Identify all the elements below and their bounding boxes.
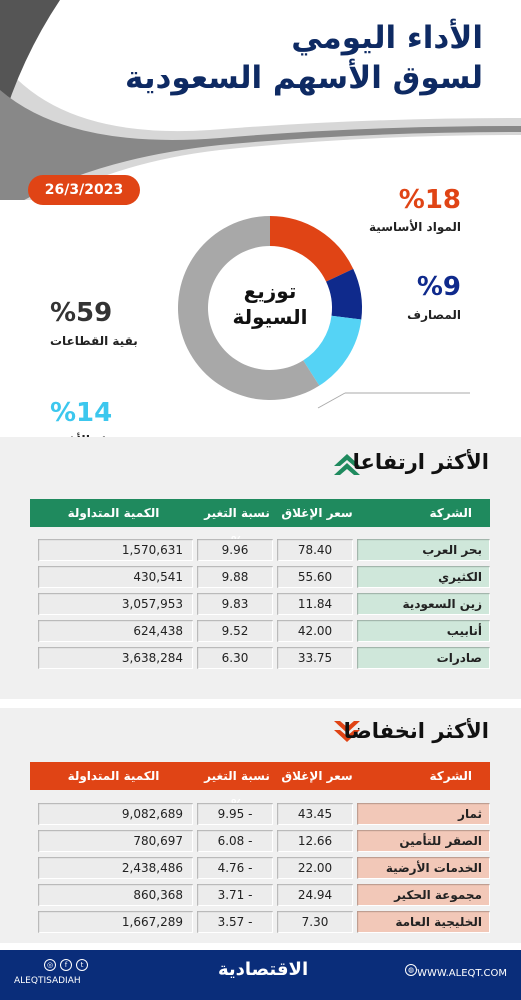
website-link[interactable]: WWW.ALEQT.COM <box>417 968 507 979</box>
change-percent: - 3.57 <box>197 911 273 933</box>
company-name: أنابيب <box>357 620 490 642</box>
traded-quantity: 1,667,289 <box>38 911 193 933</box>
fall-section <box>0 708 521 943</box>
company-name: مجموعة الحكير <box>357 884 490 906</box>
traded-quantity: 430,541 <box>38 566 193 588</box>
close-price: 43.45 <box>277 803 353 825</box>
slice-materials <box>270 216 354 282</box>
change-percent: - 3.71 <box>197 884 273 906</box>
close-price: 33.75 <box>277 647 353 669</box>
label-others: بقية القطاعات <box>50 334 138 348</box>
company-name: صادرات <box>357 647 490 669</box>
company-name: الصقر للتأمين <box>357 830 490 852</box>
change-percent: - 6.08 <box>197 830 273 852</box>
slice-food <box>303 315 362 386</box>
table-row: الخليجية العامة 7.30- 3.57 1,667,289 <box>30 911 490 933</box>
traded-quantity: 860,368 <box>38 884 193 906</box>
table-row: مجموعة الحكير 24.94- 3.71 860,368 <box>30 884 490 906</box>
footer: ◎ f t ALEQTISADIAH الاقتصادية ◍ WWW.ALEQ… <box>0 950 521 1000</box>
company-name: الخدمات الأرضية <box>357 857 490 879</box>
change-percent: 9.96 <box>197 539 273 561</box>
header-change: نسبة التغير % <box>204 769 270 811</box>
header-change: نسبة التغير % <box>204 506 270 548</box>
rise-title: الأكثر ارتفاعا <box>352 450 489 474</box>
twitter-icon[interactable]: t <box>76 959 88 971</box>
company-name: زين السعودية <box>357 593 490 615</box>
chart-title: توزيع السيولة <box>232 279 308 329</box>
label-banks: المصارف <box>407 308 461 322</box>
traded-quantity: 3,638,284 <box>38 647 193 669</box>
header-quantity: الكمية المتداولة <box>67 769 160 783</box>
social-handle[interactable]: ALEQTISADIAH <box>14 976 81 986</box>
pct-others: %59 <box>50 298 113 328</box>
close-price: 42.00 <box>277 620 353 642</box>
table-row: أنابيب 42.00 9.52 624,438 <box>30 620 490 642</box>
close-price: 55.60 <box>277 566 353 588</box>
close-price: 22.00 <box>277 857 353 879</box>
leader-line-materials <box>317 392 346 409</box>
close-price: 24.94 <box>277 884 353 906</box>
title-line-2: لسوق الأسهم السعودية <box>125 60 483 96</box>
rise-table-header: الشركة سعر الإغلاق نسبة التغير % الكمية … <box>30 499 490 548</box>
slice-others <box>178 215 320 400</box>
close-price: 7.30 <box>277 911 353 933</box>
table-row: الخدمات الأرضية 22.00- 4.76 2,438,486 <box>30 857 490 879</box>
traded-quantity: 3,057,953 <box>38 593 193 615</box>
table-row: زين السعودية 11.84 9.83 3,057,953 <box>30 593 490 615</box>
company-name: ثمار <box>357 803 490 825</box>
liquidity-donut-chart <box>178 215 470 409</box>
change-percent: - 9.95 <box>197 803 273 825</box>
up-arrows-icon <box>334 454 360 475</box>
pct-banks: %9 <box>416 272 461 302</box>
change-percent: - 4.76 <box>197 857 273 879</box>
change-percent: 6.30 <box>197 647 273 669</box>
brand-logo: الاقتصادية <box>218 959 309 980</box>
fall-table-header: الشركة سعر الإغلاق نسبة التغير % الكمية … <box>30 762 490 811</box>
pct-food: %14 <box>50 398 113 428</box>
close-price: 12.66 <box>277 830 353 852</box>
header-company: الشركة <box>429 769 472 783</box>
change-percent: 9.52 <box>197 620 273 642</box>
close-price: 11.84 <box>277 593 353 615</box>
table-row: بحر العرب 78.40 9.96 1,570,631 <box>30 539 490 561</box>
down-arrows-icon <box>334 721 360 742</box>
header-quantity: الكمية المتداولة <box>67 506 160 520</box>
traded-quantity: 9,082,689 <box>38 803 193 825</box>
traded-quantity: 1,570,631 <box>38 539 193 561</box>
header-close: سعر الإغلاق <box>281 506 353 520</box>
globe-icon: ◍ <box>405 964 417 976</box>
change-percent: 9.83 <box>197 593 273 615</box>
header-company: الشركة <box>429 506 472 520</box>
traded-quantity: 2,438,486 <box>38 857 193 879</box>
label-materials: المواد الأساسية <box>369 220 461 234</box>
change-percent: 9.88 <box>197 566 273 588</box>
company-name: بحر العرب <box>357 539 490 561</box>
traded-quantity: 624,438 <box>38 620 193 642</box>
traded-quantity: 780,697 <box>38 830 193 852</box>
fall-title: الأكثر انخفاضا <box>343 719 489 743</box>
table-row: الكثيري 55.60 9.88 430,541 <box>30 566 490 588</box>
close-price: 78.40 <box>277 539 353 561</box>
company-name: الكثيري <box>357 566 490 588</box>
pct-materials: %18 <box>398 185 461 215</box>
date-badge: 26/3/2023 <box>28 175 140 205</box>
page-title: الأداء اليومي لسوق الأسهم السعودية <box>125 18 483 98</box>
header: الأداء اليومي لسوق الأسهم السعودية <box>0 0 521 200</box>
table-row: الصقر للتأمين 12.66- 6.08 780,697 <box>30 830 490 852</box>
slice-banks <box>326 268 362 320</box>
facebook-icon[interactable]: f <box>60 959 72 971</box>
table-row: ثمار 43.45- 9.95 9,082,689 <box>30 803 490 825</box>
instagram-icon[interactable]: ◎ <box>44 959 56 971</box>
header-close: سعر الإغلاق <box>281 769 353 783</box>
header-background-swoosh <box>0 0 521 200</box>
company-name: الخليجية العامة <box>357 911 490 933</box>
table-row: صادرات 33.75 6.30 3,638,284 <box>30 647 490 669</box>
title-line-1: الأداء اليومي <box>291 20 483 56</box>
